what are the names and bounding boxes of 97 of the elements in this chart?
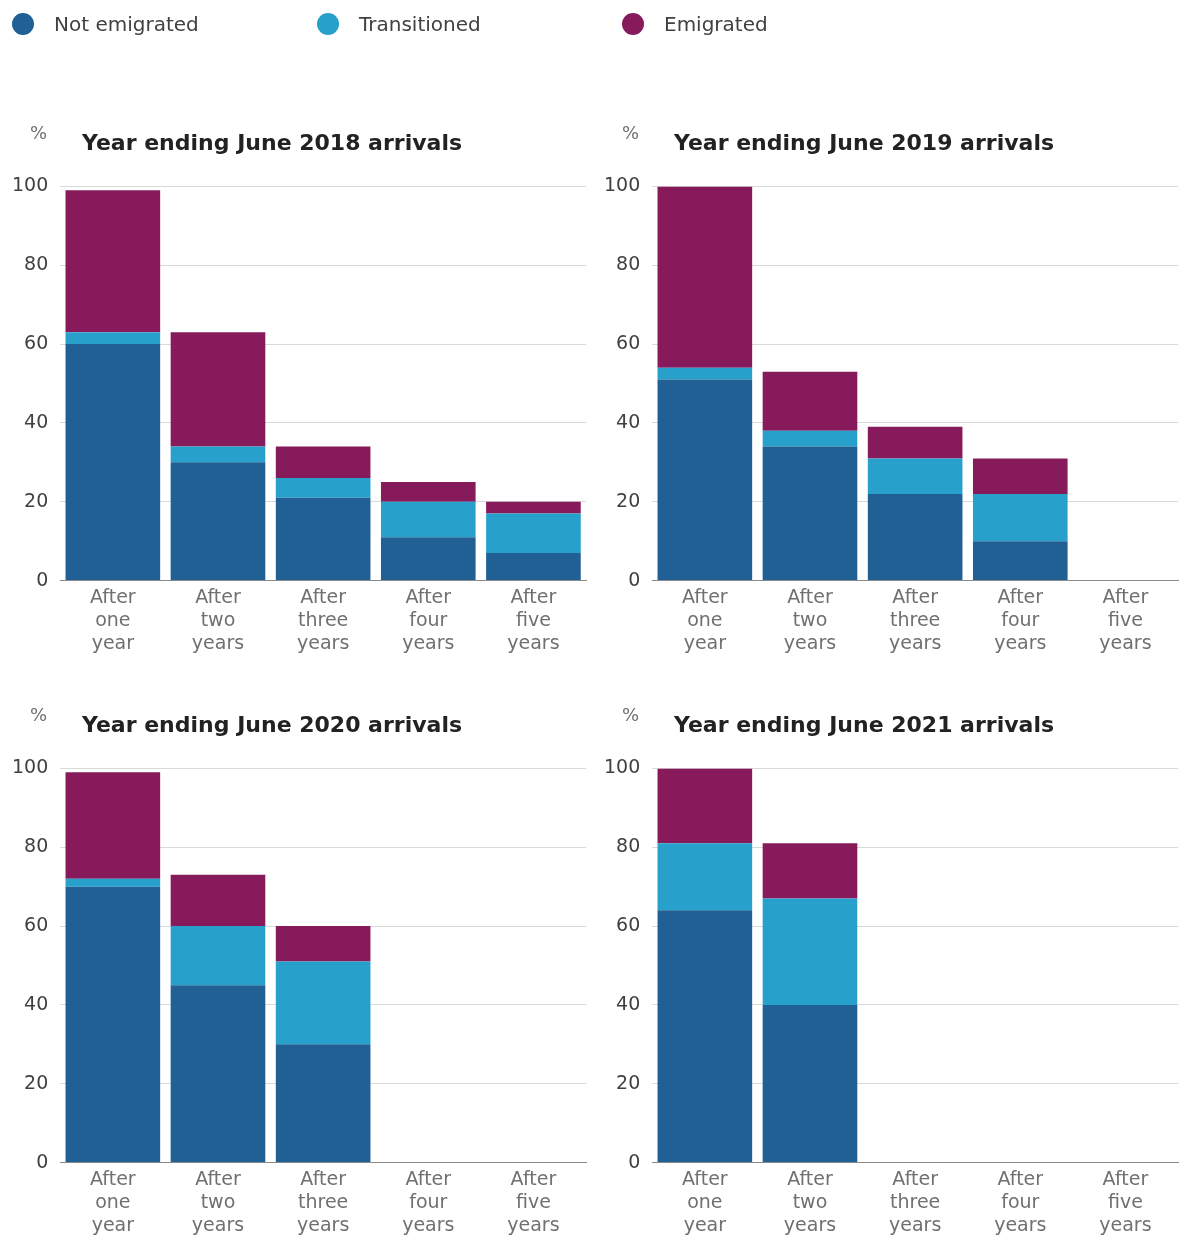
bar: [657, 843, 753, 911]
x-tick-label: After five years: [1099, 584, 1152, 653]
y-tick-label: 60: [616, 913, 641, 936]
bar: [275, 961, 371, 1045]
bar: [867, 426, 963, 459]
bar: [762, 446, 858, 581]
bar: [657, 186, 753, 368]
bar: [65, 878, 161, 887]
bar: [657, 379, 753, 581]
bar: [275, 1044, 371, 1163]
y-tick-label: 80: [24, 834, 49, 857]
bar: [867, 493, 963, 581]
bar: [486, 501, 581, 514]
bar: [65, 332, 161, 345]
bar: [867, 458, 963, 494]
x-tick-label: After three years: [296, 1166, 350, 1235]
bar: [486, 553, 581, 581]
y-tick-label: 0: [628, 567, 641, 590]
bar: [170, 332, 266, 447]
legend-label: Transitioned: [359, 12, 481, 36]
x-tick-label: After five years: [1099, 1166, 1152, 1235]
bar: [275, 497, 371, 581]
bar: [762, 430, 858, 447]
chart-title: Year ending June 2019 arrivals: [674, 130, 1055, 155]
bar: [170, 874, 266, 927]
y-tick-label: 80: [616, 252, 641, 275]
x-tick-label: After five years: [507, 584, 560, 653]
x-tick-label: After two years: [783, 584, 837, 653]
y-tick-label: 20: [24, 488, 49, 511]
y-axis-title: %: [30, 704, 48, 725]
x-tick-label: After one year: [90, 1166, 136, 1235]
y-tick-label: 40: [616, 409, 641, 432]
bar: [170, 926, 266, 986]
y-tick-label: 0: [36, 567, 49, 590]
bar: [486, 513, 581, 554]
legend-label: Not emigrated: [54, 12, 199, 36]
y-tick-label: 40: [616, 991, 641, 1014]
bar: [972, 458, 1068, 494]
y-axis-title: %: [30, 122, 48, 143]
y-tick-label: 40: [24, 991, 49, 1014]
y-tick-label: 60: [616, 331, 641, 354]
x-tick-label: After four years: [402, 584, 455, 653]
y-tick-label: 100: [12, 173, 49, 196]
x-tick-label: After three years: [888, 1166, 942, 1235]
bar: [972, 541, 1068, 581]
bar: [380, 482, 476, 502]
y-tick-label: 60: [24, 331, 49, 354]
x-tick-label: After three years: [888, 584, 942, 653]
x-tick-label: After two years: [191, 584, 245, 653]
y-tick-label: 80: [24, 252, 49, 275]
bar: [762, 898, 858, 1005]
y-tick-label: 100: [604, 173, 641, 196]
y-axis-title: %: [622, 704, 640, 725]
y-tick-label: 0: [628, 1149, 641, 1172]
bar: [275, 478, 371, 498]
y-tick-label: 100: [604, 755, 641, 778]
chart-title: Year ending June 2020 arrivals: [82, 712, 463, 737]
bar: [170, 985, 266, 1163]
y-tick-label: 20: [24, 1070, 49, 1093]
bar: [275, 926, 371, 962]
legend-label: Emigrated: [664, 12, 768, 36]
bar: [170, 446, 266, 463]
y-tick-label: 20: [616, 1070, 641, 1093]
x-tick-label: After two years: [783, 1166, 837, 1235]
bar: [380, 501, 476, 538]
x-tick-label: After four years: [402, 1166, 455, 1235]
y-tick-label: 0: [36, 1149, 49, 1172]
chart-title: Year ending June 2018 arrivals: [82, 130, 463, 155]
bar: [380, 537, 476, 581]
bar: [65, 190, 161, 333]
x-tick-label: After four years: [994, 584, 1047, 653]
chart-title: Year ending June 2021 arrivals: [674, 712, 1055, 737]
y-tick-label: 20: [616, 488, 641, 511]
bar: [762, 371, 858, 431]
bar: [762, 843, 858, 899]
bar: [657, 910, 753, 1163]
y-tick-label: 40: [24, 409, 49, 432]
y-axis-title: %: [622, 122, 640, 143]
bar: [65, 886, 161, 1163]
y-tick-label: 60: [24, 913, 49, 936]
x-tick-label: After one year: [682, 1166, 728, 1235]
x-tick-label: After five years: [507, 1166, 560, 1235]
bar: [65, 772, 161, 879]
bar: [65, 344, 161, 581]
bar: [275, 446, 371, 479]
bar: [657, 768, 753, 844]
bar: [170, 462, 266, 581]
x-tick-label: After four years: [994, 1166, 1047, 1235]
bar: [762, 1004, 858, 1163]
x-tick-label: After two years: [191, 1166, 245, 1235]
bar: [972, 493, 1068, 542]
x-tick-label: After one year: [682, 584, 728, 653]
bar: [657, 367, 753, 380]
y-tick-label: 80: [616, 834, 641, 857]
x-tick-label: After three years: [296, 584, 350, 653]
y-tick-label: 100: [12, 755, 49, 778]
x-tick-label: After one year: [90, 584, 136, 653]
